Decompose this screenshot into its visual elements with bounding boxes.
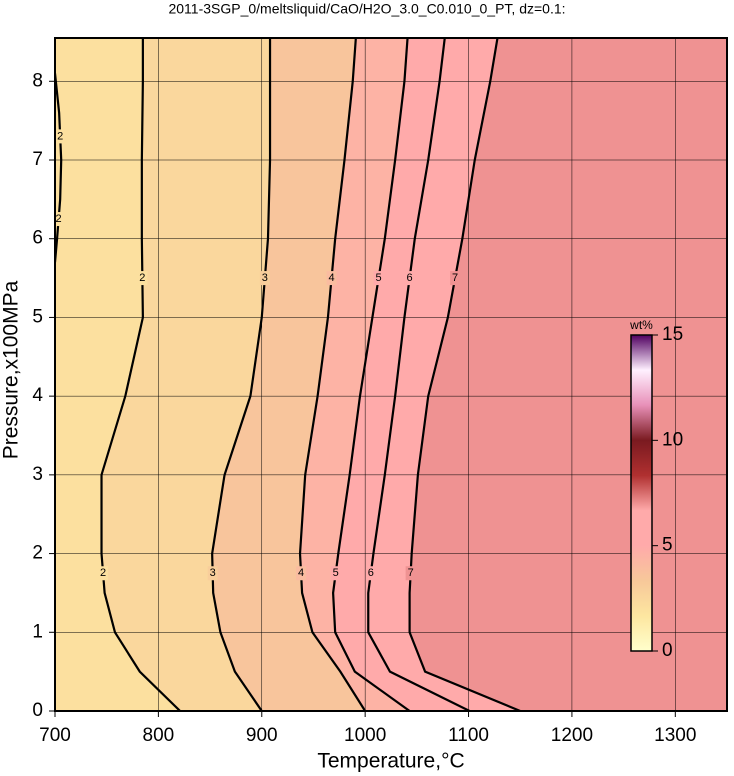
- contour-lines: 2 2 3 3 4 4 5 5 6 6 7 7 2 2: [55, 38, 521, 711]
- x-tick-label: 800: [143, 725, 175, 746]
- contour-label: 6: [368, 567, 374, 579]
- contour-label-bg: [326, 271, 337, 286]
- y-tick-label: 8: [32, 70, 43, 91]
- contour-line: [367, 38, 471, 711]
- region: [368, 38, 521, 711]
- contour-label: 6: [407, 272, 413, 284]
- y-tick-label: 1: [32, 621, 43, 642]
- contour-label-bg: [55, 212, 64, 227]
- contour-label: 2: [100, 567, 106, 579]
- contour-label: 2: [56, 213, 62, 225]
- y-axis-label: Pressure,x100MPa: [0, 280, 23, 459]
- contour-label: 5: [376, 272, 382, 284]
- contour-line: [100, 38, 181, 711]
- colorbar-tick-label: 5: [662, 535, 673, 556]
- region: [300, 38, 410, 711]
- contour-label-bg: [296, 566, 307, 581]
- x-tick-label: 1100: [448, 725, 489, 746]
- contour-label: 4: [298, 567, 304, 579]
- colorbar: wt% 0 5 10 15: [629, 318, 683, 661]
- colorbar-tick-label: 10: [662, 429, 683, 450]
- contour-label: 7: [452, 272, 458, 284]
- contour-line: [298, 38, 367, 711]
- y-tick-label: 2: [32, 543, 43, 564]
- colorbar-tick-label: 15: [662, 324, 683, 345]
- y-tick-label: 7: [32, 149, 43, 170]
- contour-label: 4: [328, 272, 334, 284]
- contour-label: 7: [408, 567, 414, 579]
- x-tick-label: 700: [39, 725, 71, 746]
- contour-label-bg: [207, 566, 218, 581]
- plot-frame: [54, 37, 728, 712]
- contour-label: 3: [262, 272, 268, 284]
- contour-label-bg: [55, 129, 66, 144]
- colorbar-tick-label: 0: [662, 640, 673, 661]
- x-tick-label: 900: [246, 725, 278, 746]
- contour-label: 2: [57, 130, 63, 142]
- contour-label-bg: [98, 566, 109, 581]
- contour-label-bg: [330, 566, 341, 581]
- contour-label-bg: [404, 271, 415, 286]
- y-tick-label: 3: [32, 464, 43, 485]
- y-tick-label: 6: [32, 228, 43, 249]
- x-tick-label: 1200: [551, 725, 593, 746]
- contour-line: [55, 73, 63, 263]
- contour-label-bg: [365, 566, 376, 581]
- y-tick-label: 0: [32, 700, 43, 721]
- region: [212, 38, 366, 711]
- contour-label: 3: [210, 567, 216, 579]
- contour-label-bg: [373, 271, 384, 286]
- y-tick-label: 4: [32, 385, 43, 406]
- region: [333, 38, 470, 711]
- colorbar-scale: [630, 334, 653, 652]
- contour-label-bg: [450, 271, 461, 286]
- region: [55, 38, 181, 711]
- x-tick-label: 1300: [654, 725, 696, 746]
- contour-label: 5: [333, 567, 339, 579]
- y-tick-label: 5: [32, 306, 43, 327]
- x-tick-label: 1000: [344, 725, 386, 746]
- filled-regions: [55, 38, 727, 711]
- chart-title: 2011-3SGP_0/meltsliquid/CaO/H2O_3.0_C0.0…: [168, 1, 565, 17]
- contour-label-bg: [259, 271, 270, 286]
- contour-line: [211, 38, 272, 711]
- colorbar-label: wt%: [629, 318, 653, 332]
- region: [101, 38, 271, 711]
- contour-label: 2: [139, 272, 145, 284]
- x-axis-label: Temperature,°C: [317, 750, 464, 773]
- contour-line: [332, 38, 411, 711]
- contour-label-bg: [405, 566, 416, 581]
- contour-label-bg: [137, 271, 148, 286]
- contour-line: [408, 38, 521, 711]
